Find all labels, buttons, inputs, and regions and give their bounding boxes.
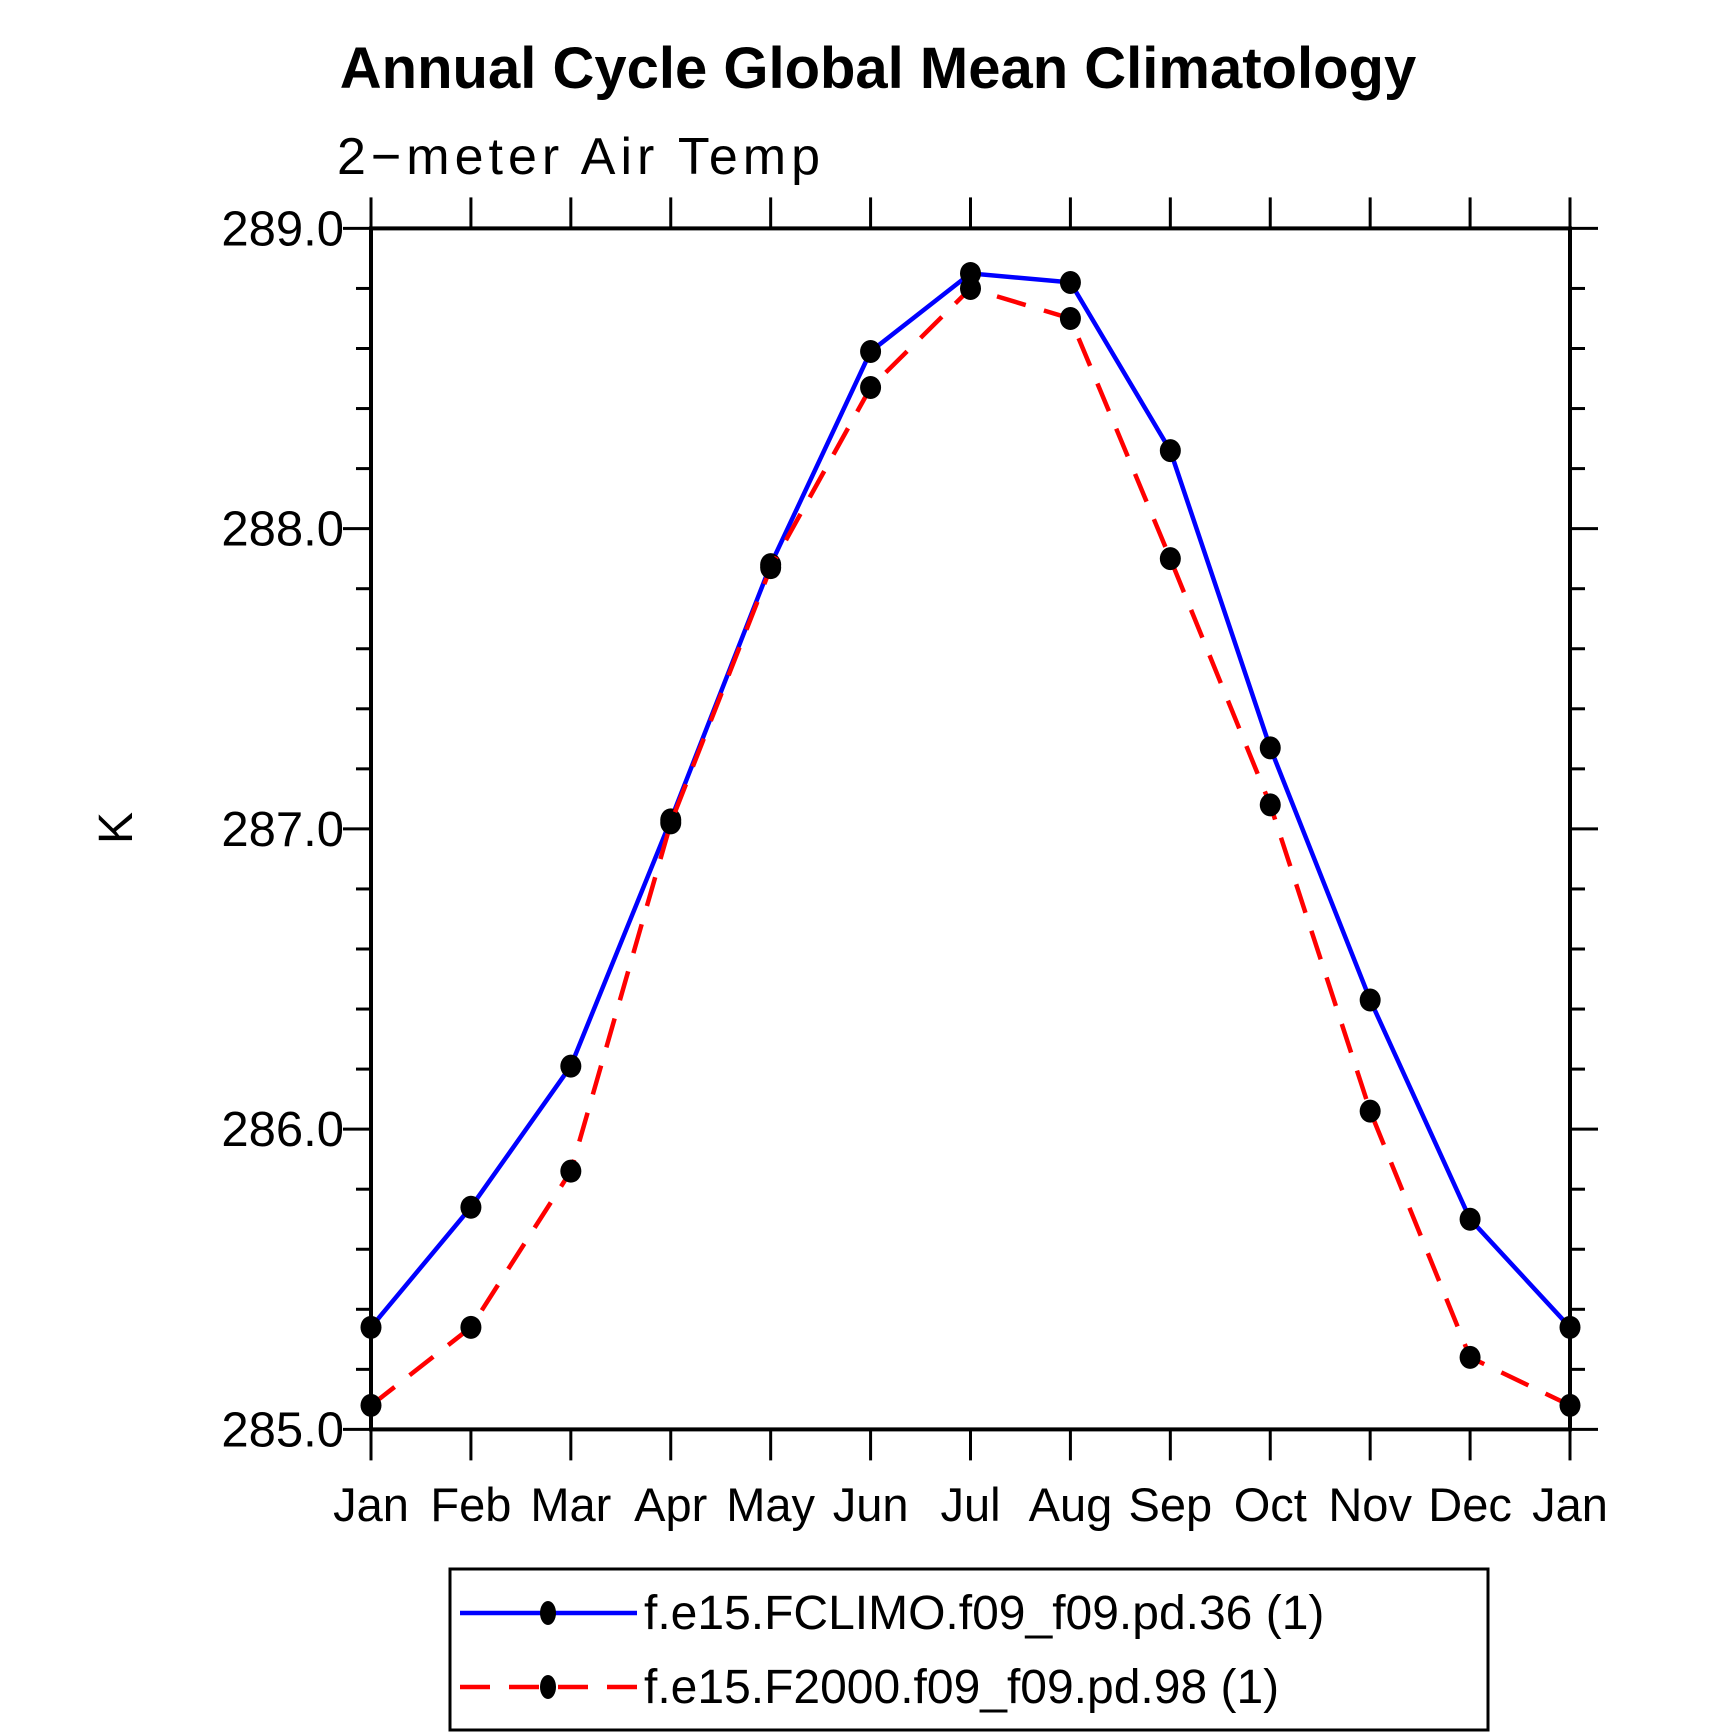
x-tick-label: Nov bbox=[1328, 1478, 1412, 1531]
y-ticks-right bbox=[1570, 226, 1598, 1431]
data-point-marker bbox=[360, 1393, 382, 1417]
legend-label: f.e15.F2000.f09_f09.pd.98 (1) bbox=[644, 1661, 1279, 1714]
data-point-marker bbox=[560, 1159, 582, 1183]
data-point-marker bbox=[1559, 1315, 1581, 1339]
legend-box bbox=[448, 1567, 1490, 1732]
x-tick-label: Sep bbox=[1129, 1478, 1213, 1531]
data-point-marker bbox=[560, 1054, 582, 1078]
legend-entries: f.e15.FCLIMO.f09_f09.pd.36 (1) f.e15.F200… bbox=[460, 1587, 1324, 1714]
x-tick-label: Jul bbox=[940, 1478, 1000, 1531]
y-ticks-left bbox=[343, 226, 371, 1431]
x-tick-label: Jan bbox=[333, 1478, 409, 1531]
plot-frame bbox=[369, 226, 1572, 1432]
legend-marker bbox=[540, 1675, 556, 1699]
data-point-marker bbox=[1359, 1099, 1381, 1123]
x-tick-label: Feb bbox=[430, 1478, 511, 1531]
series-layer bbox=[360, 261, 1581, 1417]
data-point-marker bbox=[460, 1195, 482, 1219]
data-point-marker bbox=[1159, 439, 1181, 463]
data-point-marker bbox=[760, 556, 782, 580]
page-title: Annual Cycle Global Mean Climatology bbox=[340, 36, 1416, 101]
data-point-marker bbox=[960, 276, 981, 300]
x-tick-label: Apr bbox=[634, 1478, 707, 1531]
data-point-marker bbox=[1459, 1207, 1481, 1231]
data-point-marker bbox=[860, 376, 882, 400]
data-point-marker bbox=[1259, 736, 1281, 760]
data-point-marker bbox=[1559, 1393, 1581, 1417]
x-tick-label: Aug bbox=[1029, 1478, 1113, 1531]
data-point-marker bbox=[1459, 1345, 1481, 1369]
data-point-marker bbox=[1159, 547, 1181, 571]
x-tick-labels: Jan Feb Mar Apr May Jun Jul Aug Sep Oct Nov Dec Jan bbox=[333, 1478, 1608, 1531]
y-tick-label: 285.0 bbox=[221, 1403, 344, 1457]
x-tick-label: Jan bbox=[1532, 1478, 1608, 1531]
data-point-marker bbox=[1059, 270, 1081, 294]
legend-label: f.e15.FCLIMO.f09_f09.pd.36 (1) bbox=[644, 1587, 1324, 1640]
data-point-marker bbox=[1359, 988, 1381, 1012]
chart-subtitle: 2−meter Air Temp bbox=[337, 128, 825, 186]
y-tick-label: 286.0 bbox=[221, 1103, 344, 1157]
y-tick-labels: 285.0 286.0 287.0 288.0 289.0 bbox=[221, 202, 344, 1457]
x-tick-label: Mar bbox=[530, 1478, 611, 1531]
x-tick-label: Jun bbox=[833, 1478, 909, 1531]
data-point-marker bbox=[360, 1315, 382, 1339]
y-tick-label: 287.0 bbox=[221, 803, 344, 857]
data-point-marker bbox=[660, 811, 682, 835]
y-tick-label: 289.0 bbox=[221, 202, 344, 256]
data-point-marker bbox=[1259, 793, 1281, 817]
x-ticks-top bbox=[369, 197, 1572, 229]
y-tick-label: 288.0 bbox=[221, 503, 344, 557]
data-point-marker bbox=[1059, 306, 1081, 330]
x-tick-label: Oct bbox=[1234, 1478, 1307, 1531]
y-axis-label: K bbox=[90, 812, 143, 844]
series-line-1 bbox=[369, 285, 1571, 1408]
series-line-0 bbox=[369, 271, 1572, 1329]
x-tick-label: Dec bbox=[1428, 1478, 1512, 1531]
legend-marker bbox=[540, 1601, 556, 1625]
legend: f.e15.FCLIMO.f09_f09.pd.36 (1) f.e15.F200… bbox=[448, 1567, 1490, 1732]
data-point-marker bbox=[860, 340, 882, 364]
x-tick-label: May bbox=[726, 1478, 815, 1531]
x-ticks-bottom bbox=[369, 1429, 1572, 1461]
data-point-marker bbox=[460, 1315, 482, 1339]
